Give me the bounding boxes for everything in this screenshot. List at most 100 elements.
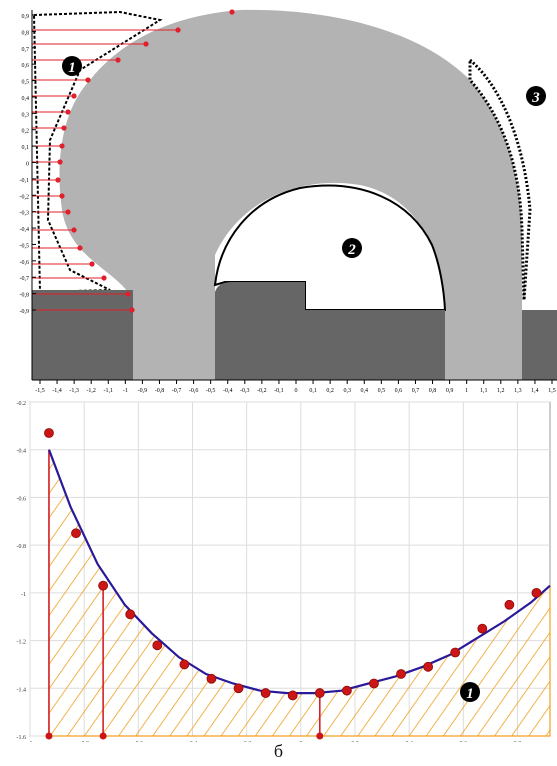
a-x-tick-label: -0,4 — [223, 388, 233, 394]
data-point — [531, 587, 542, 598]
a-x-tick-label: 1,1 — [480, 388, 488, 394]
region-label-3-text: 3 — [531, 90, 540, 106]
data-point — [71, 528, 81, 539]
y-tick-label: -0.8 — [17, 544, 27, 550]
data-point — [98, 580, 109, 591]
data-point — [260, 688, 271, 698]
a-red-point — [229, 9, 235, 15]
a-x-tick-label: -1,5 — [35, 388, 45, 394]
a-red-point — [59, 193, 65, 199]
a-red-point — [71, 93, 77, 99]
a-x-tick-label: 1,2 — [497, 388, 505, 394]
a-x-tick-label: 1,4 — [531, 388, 539, 394]
a-y-tick-label: -0,6 — [20, 260, 30, 266]
a-x-tick-label: -0,6 — [189, 388, 199, 394]
a-x-tick-label: -1,3 — [69, 388, 79, 394]
a-red-point — [65, 209, 71, 215]
base-block-center — [215, 282, 445, 380]
a-x-tick-label: -0,9 — [138, 388, 148, 394]
data-point — [152, 640, 163, 651]
a-red-point — [115, 57, 121, 63]
data-point — [44, 428, 54, 438]
a-red-point — [61, 125, 67, 131]
panel-a-y-ticks: 0,9 0,8 0,7 0,6 0,5 0,4 0,3 0,2 0,1 0 -0,1 -0,2 -0,3… — [20, 14, 36, 315]
y-tick-label: -0.6 — [17, 496, 27, 502]
a-x-tick-label: -0,8 — [155, 388, 165, 394]
panel-a-figure: 0,9 0,8 0,7 0,6 0,5 0,4 0,3 0,2 0,1 0 -0,1 -0,2 -0,3… — [20, 9, 557, 394]
a-red-point — [55, 177, 61, 183]
y-tick-labels: -0.2 -0.4 -0.6 -0.8 -1 -1.2 -1.4 -1.6 — [17, 401, 27, 741]
a-y-tick-label: 0,8 — [22, 30, 30, 36]
region-label-2: 2 — [342, 238, 362, 258]
region-label-b-text: 1 — [466, 686, 474, 702]
a-y-tick-label: 0,5 — [22, 80, 30, 86]
gray-arch-region — [59, 9, 522, 381]
a-x-tick-label: 0,8 — [429, 388, 437, 394]
base-block-right — [522, 310, 557, 380]
y-tick-label: -1 — [21, 592, 26, 598]
data-point — [206, 673, 217, 684]
data-point — [287, 690, 298, 701]
caption-b: б — [273, 741, 284, 761]
data-point — [369, 678, 379, 689]
region-label-3: 3 — [526, 86, 546, 106]
data-point — [396, 669, 406, 679]
a-x-tick-label: 0,3 — [343, 388, 351, 394]
a-x-tick-label: 0,4 — [361, 388, 369, 394]
a-y-tick-label: -0,1 — [20, 178, 30, 184]
panel-b: -0.2 -0.4 -0.6 -0.8 -1 -1.2 -1.4 -1.6 -1 -0.8 -0.… — [0, 392, 557, 766]
a-red-point — [57, 159, 63, 165]
a-red-point — [71, 227, 77, 233]
a-x-tick-label: -0,5 — [206, 388, 216, 394]
a-x-tick-label: -0,7 — [172, 388, 182, 394]
a-y-tick-label: 0,9 — [22, 14, 30, 20]
a-y-tick-label: -0,5 — [20, 243, 30, 249]
a-x-tick-label: 0,7 — [412, 388, 420, 394]
a-red-point — [143, 41, 149, 47]
a-y-tick-label: 0,4 — [22, 96, 30, 102]
a-x-tick-label: -0,2 — [257, 388, 267, 394]
a-y-tick-label: 0,6 — [22, 63, 30, 69]
region-label-2-text: 2 — [347, 242, 356, 258]
a-red-point — [125, 291, 131, 297]
a-x-tick-label: 0,5 — [378, 388, 386, 394]
a-x-tick-label: 0 — [295, 388, 298, 394]
red-measure-lines — [32, 9, 235, 313]
a-x-tick-label: 0,2 — [326, 388, 334, 394]
a-y-tick-label: 0,1 — [22, 145, 30, 151]
y-tick-label: -0.2 — [17, 401, 27, 407]
cavity-region-2 — [213, 184, 447, 311]
a-x-tick-label: -1,2 — [86, 388, 96, 394]
a-y-tick-label: -0,4 — [20, 227, 30, 233]
data-point — [179, 659, 190, 670]
a-red-point — [65, 109, 71, 115]
a-y-tick-label: 0,2 — [22, 129, 30, 135]
iw-marker-point — [99, 732, 107, 740]
a-y-tick-label: -0,7 — [20, 276, 30, 282]
a-x-tick-label: -0,1 — [274, 388, 284, 394]
y-tick-label: -0.4 — [17, 449, 27, 455]
a-y-tick-label: 0,7 — [22, 47, 30, 53]
data-point — [341, 685, 352, 696]
region-label-1: 1 — [62, 56, 82, 76]
iw-marker-point — [316, 732, 324, 740]
a-x-tick-label: 0,9 — [446, 388, 454, 394]
y-tick-label: -1.6 — [17, 735, 27, 741]
a-red-point — [89, 261, 95, 267]
a-x-tick-label: 1,5 — [548, 388, 556, 394]
a-x-tick-label: -1,4 — [52, 388, 62, 394]
data-point — [477, 623, 488, 634]
data-point — [423, 661, 434, 672]
base-block-left — [32, 290, 133, 380]
panel-a-x-ticks: -1,5 -1,4 -1,3 -1,2 -1,1 -1 -0,9 -0,8 -0,7 -0,6 -0… — [35, 380, 556, 394]
a-red-point — [101, 275, 107, 281]
a-x-tick-label: -1,1 — [104, 388, 114, 394]
a-y-tick-label: -0,9 — [20, 309, 30, 315]
region-label-1-text: 1 — [68, 60, 76, 76]
region-label-b: 1 — [460, 682, 480, 702]
data-points — [44, 428, 542, 701]
a-y-tick-label: -0,2 — [20, 194, 30, 200]
a-red-point — [77, 245, 83, 251]
data-point — [125, 609, 136, 620]
boundary-region-3 — [468, 56, 532, 301]
